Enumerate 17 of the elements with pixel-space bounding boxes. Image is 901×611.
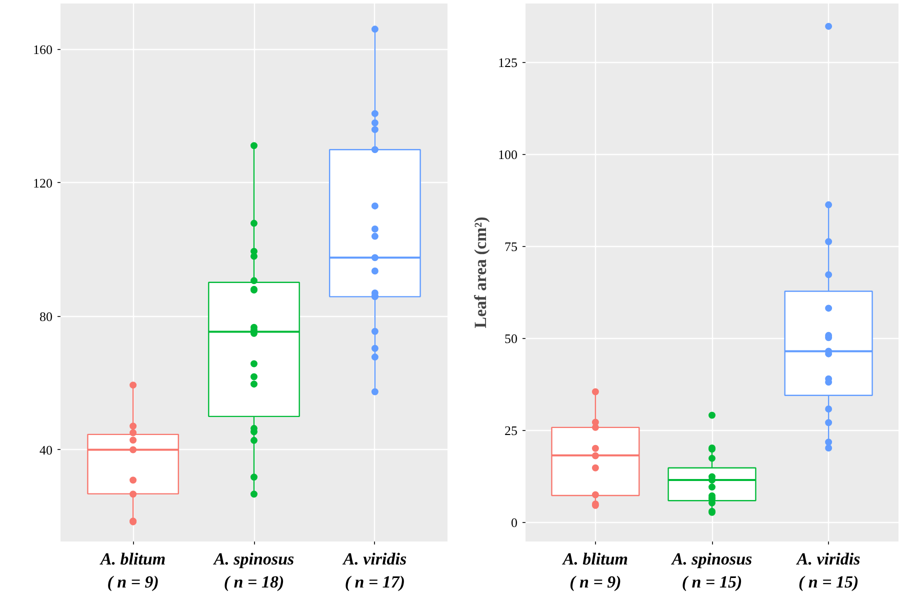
y-tick-label: 80 bbox=[40, 308, 52, 324]
y-tick-label: 120 bbox=[33, 175, 52, 190]
y-tick-label: 125 bbox=[498, 54, 518, 70]
y-tick-label: 25 bbox=[504, 422, 518, 438]
x-tick-label: A. blitum ( n = 9) bbox=[99, 550, 166, 592]
y-tick-label: 100 bbox=[498, 146, 518, 162]
x-tick-label: A. spinosus ( n = 18) bbox=[212, 550, 295, 592]
x-tick-label: A. viridis ( n = 17) bbox=[342, 550, 407, 592]
y-tick-label: 75 bbox=[504, 238, 518, 254]
y-tick-label: 40 bbox=[40, 442, 52, 458]
y-tick-label: 160 bbox=[33, 42, 52, 58]
x-tick-label: A. spinosus ( n = 15) bbox=[670, 550, 753, 592]
y-axis-title: Leaf area (cm²) bbox=[471, 216, 490, 328]
x-tick-label: A. blitum ( n = 9) bbox=[562, 550, 628, 592]
y-tick-label: 50 bbox=[504, 330, 518, 346]
x-tick-label: A. viridis ( n = 15) bbox=[796, 550, 861, 592]
y-tick-label: 0 bbox=[511, 514, 518, 530]
